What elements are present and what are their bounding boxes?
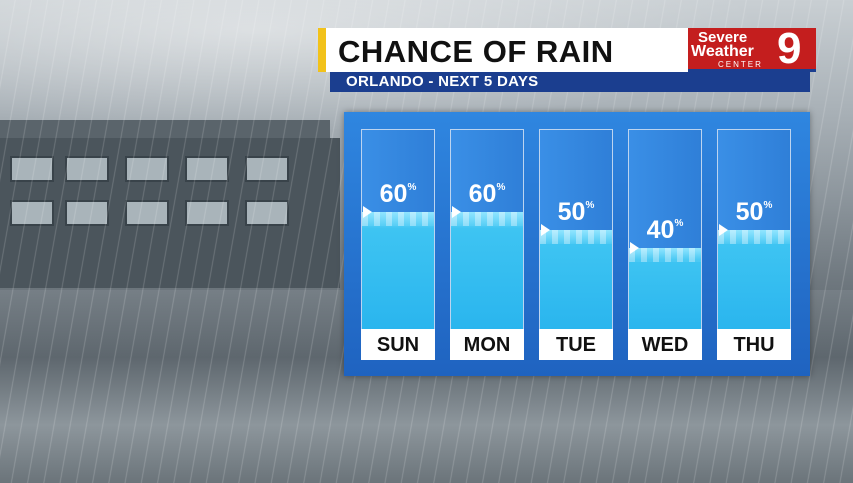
day-label: THU xyxy=(733,334,775,356)
title-box: CHANCE OF RAIN xyxy=(318,28,690,72)
logo-line1: Severe xyxy=(698,29,748,46)
building xyxy=(0,138,340,288)
day-column-sun: 60% SUN xyxy=(361,129,435,376)
rain-fill xyxy=(362,212,434,330)
level-marker xyxy=(630,242,639,254)
window xyxy=(245,156,289,182)
window xyxy=(10,200,54,226)
percent-value: 50 xyxy=(557,198,586,226)
day-label-box: WED xyxy=(628,329,702,360)
window xyxy=(65,200,109,226)
building-roof xyxy=(0,120,330,140)
percent-value: 60 xyxy=(468,180,497,208)
day-label: TUE xyxy=(556,334,596,356)
rain-tube: 60% xyxy=(450,129,524,331)
day-label: WED xyxy=(641,334,689,356)
water-wave xyxy=(362,212,434,226)
day-column-tue: 50% TUE xyxy=(539,129,613,376)
day-column-thu: 50% THU xyxy=(717,129,791,376)
percent-value: 40 xyxy=(646,216,675,244)
percent-sign: % xyxy=(585,200,595,211)
subtitle-bar: ORLANDO - NEXT 5 DAYS xyxy=(330,72,810,92)
subtitle: ORLANDO - NEXT 5 DAYS xyxy=(346,73,539,90)
severe-weather-center-logo: Severe Weather CENTER 9 xyxy=(688,24,816,73)
rain-percent: 60% xyxy=(362,180,434,209)
window xyxy=(185,200,229,226)
day-label-box: MON xyxy=(450,329,524,360)
level-marker xyxy=(719,224,728,236)
page-title: CHANCE OF RAIN xyxy=(338,34,614,69)
day-label: MON xyxy=(463,334,511,356)
day-label: SUN xyxy=(376,334,420,356)
percent-sign: % xyxy=(496,182,506,193)
rain-tube: 50% xyxy=(717,129,791,331)
window xyxy=(65,156,109,182)
rain-percent: 40% xyxy=(629,216,701,245)
day-column-mon: 60% MON xyxy=(450,129,524,376)
window xyxy=(125,200,169,226)
water-wave xyxy=(629,248,701,262)
rain-tube: 60% xyxy=(361,129,435,331)
water-wave xyxy=(718,230,790,244)
channel-number: 9 xyxy=(777,24,802,73)
day-label-box: SUN xyxy=(361,329,435,360)
day-label-box: THU xyxy=(717,329,791,360)
percent-value: 50 xyxy=(735,198,764,226)
window xyxy=(245,200,289,226)
window xyxy=(10,156,54,182)
rain-fill xyxy=(540,230,612,330)
rain-fill xyxy=(718,230,790,330)
rain-percent: 50% xyxy=(718,198,790,227)
percent-sign: % xyxy=(407,182,417,193)
day-label-box: TUE xyxy=(539,329,613,360)
water-wave xyxy=(451,212,523,226)
level-marker xyxy=(541,224,550,236)
forecast-panel: 60% SUN 60% MON 50% TUE 40% WED 50% THU xyxy=(344,112,810,376)
window xyxy=(125,156,169,182)
day-column-wed: 40% WED xyxy=(628,129,702,376)
rain-percent: 60% xyxy=(451,180,523,209)
rain-tube: 40% xyxy=(628,129,702,331)
percent-sign: % xyxy=(763,200,773,211)
percent-sign: % xyxy=(674,218,684,229)
logo-line2: Weather xyxy=(691,43,754,60)
rain-tube: 50% xyxy=(539,129,613,331)
water-wave xyxy=(540,230,612,244)
rain-fill xyxy=(629,248,701,330)
percent-value: 60 xyxy=(379,180,408,208)
logo-line3: CENTER xyxy=(718,60,763,69)
level-marker xyxy=(452,206,461,218)
window xyxy=(185,156,229,182)
rain-percent: 50% xyxy=(540,198,612,227)
rain-fill xyxy=(451,212,523,330)
level-marker xyxy=(363,206,372,218)
